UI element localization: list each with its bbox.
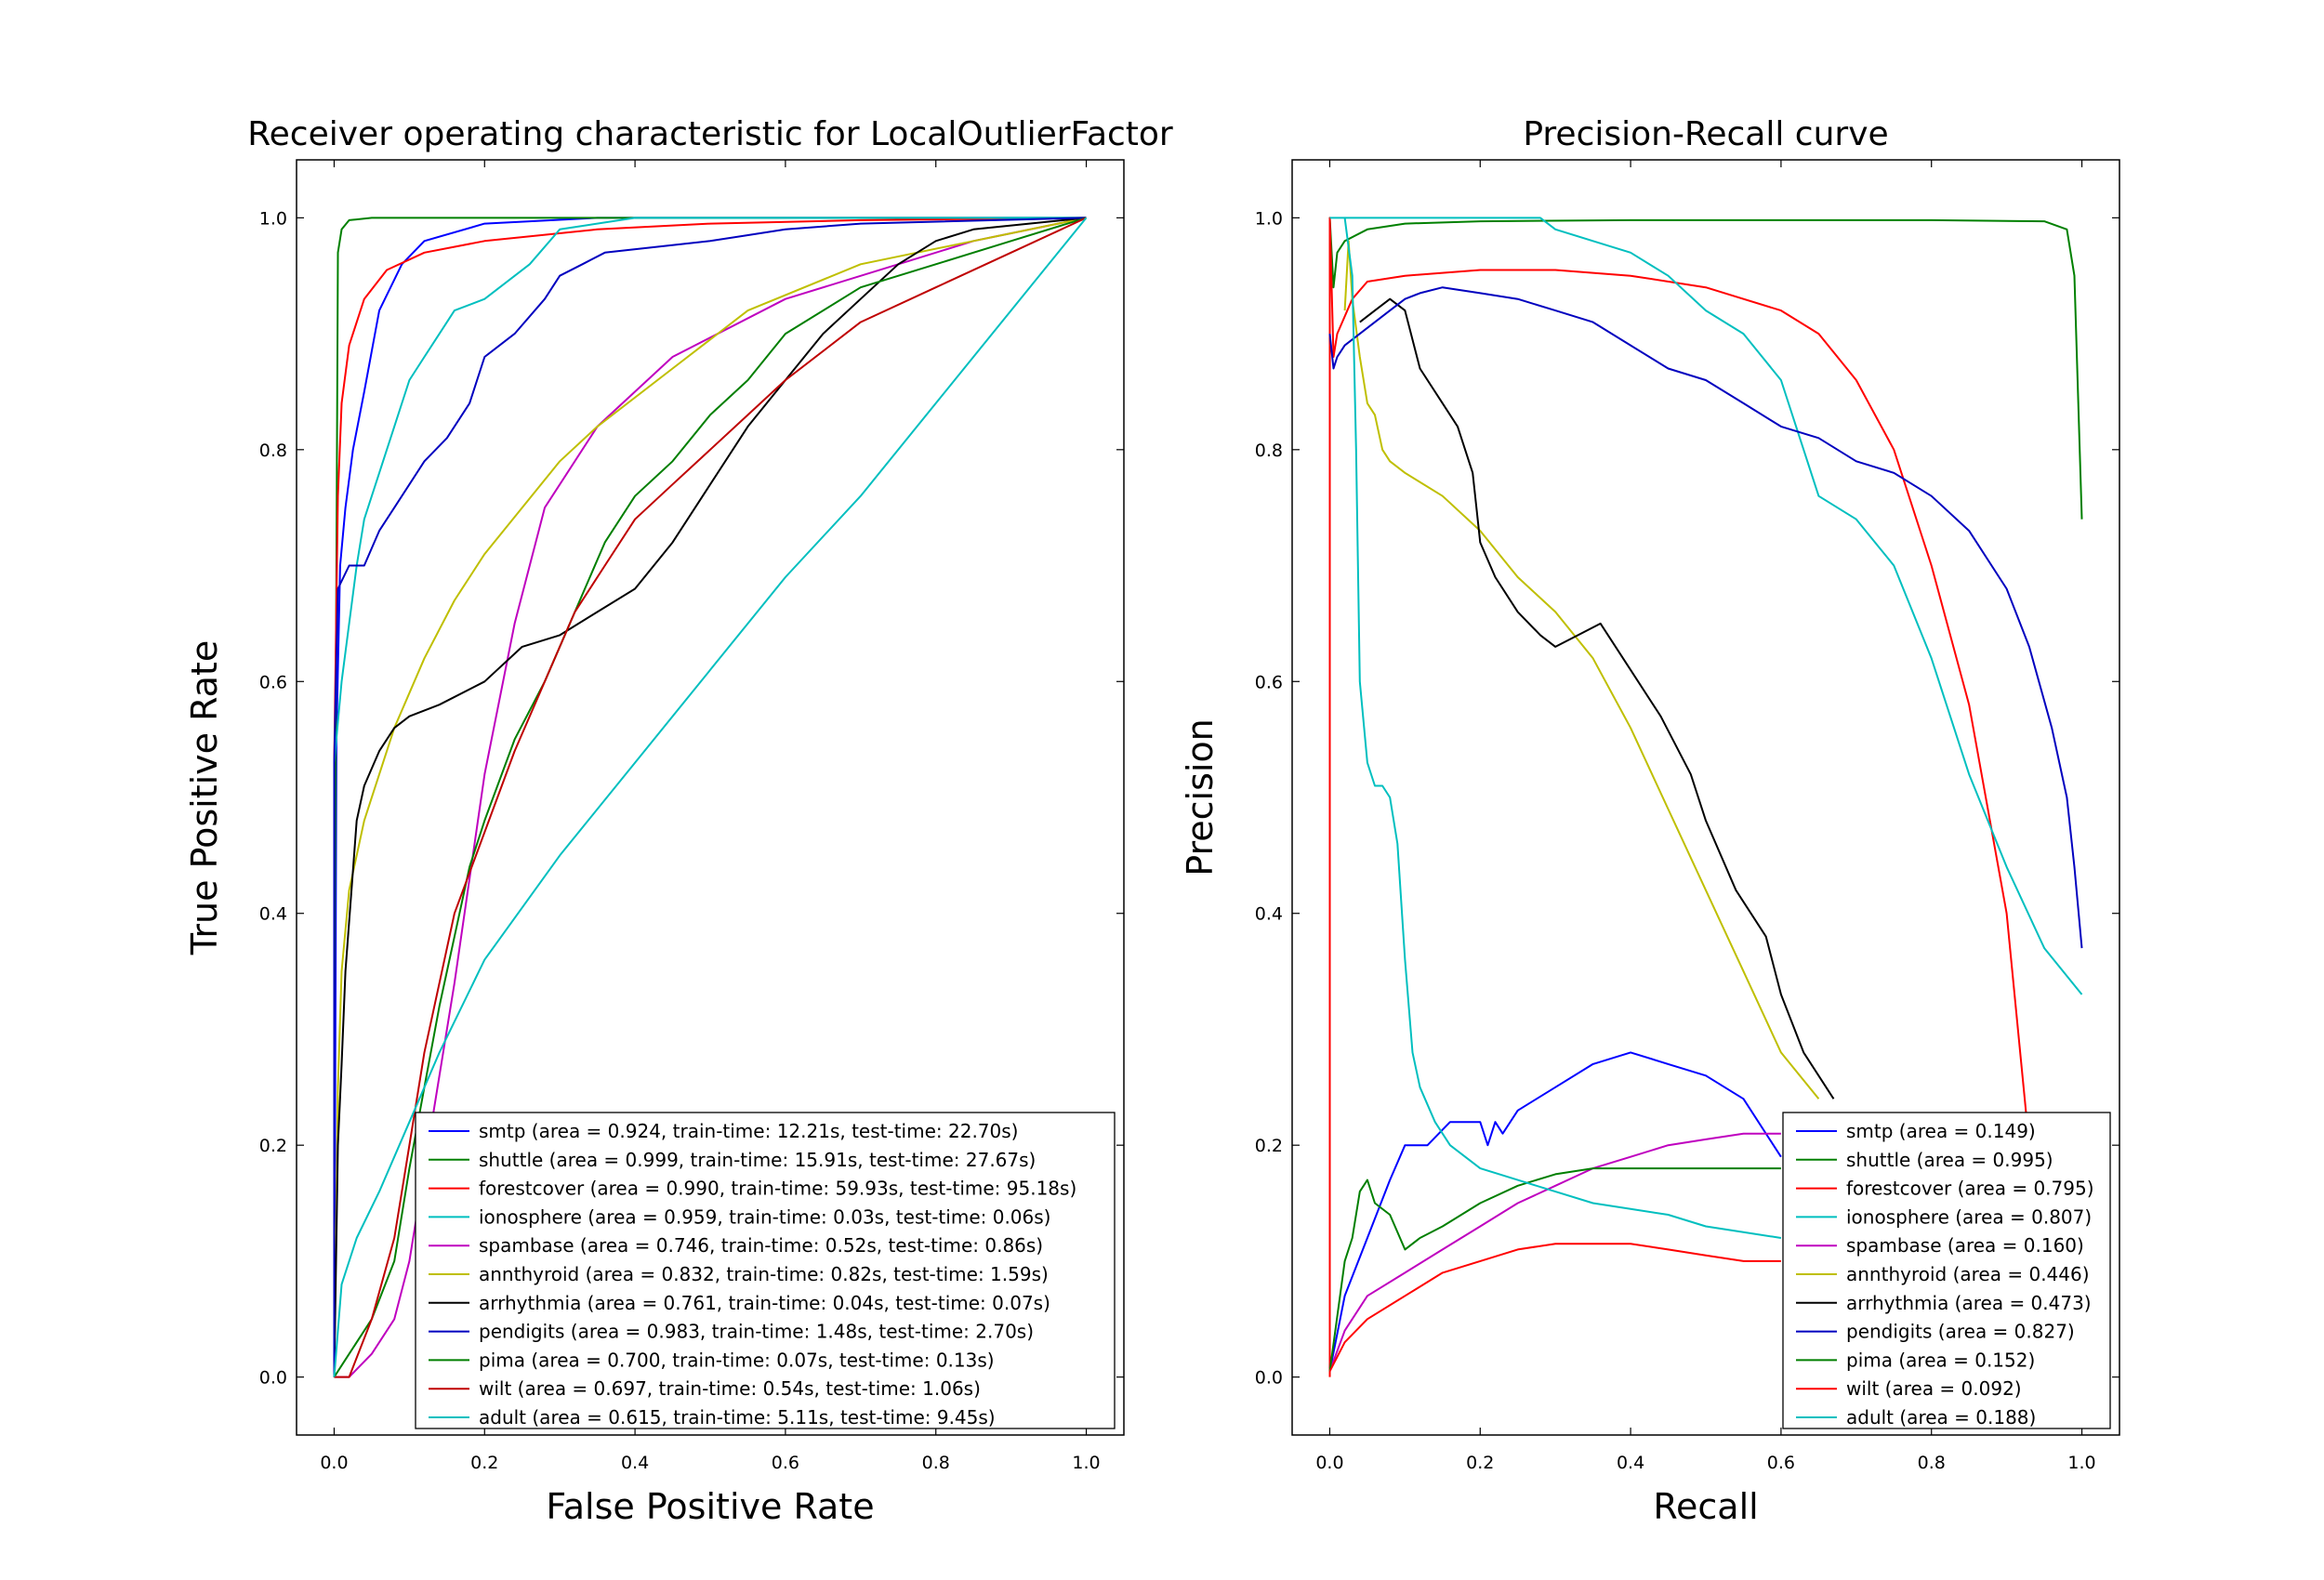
y-tick-label: 0.8	[1255, 441, 1283, 461]
legend-entry: pima (area = 0.700, train-time: 0.07s, t…	[479, 1349, 995, 1371]
series-line-pendigits	[333, 217, 1087, 1377]
series-line-spambase	[334, 217, 1087, 1378]
series-line-smtp	[1328, 1051, 1782, 1372]
legend-entry: annthyroid (area = 0.446)	[1846, 1263, 2090, 1285]
y-tick-label: 0.8	[259, 441, 287, 461]
series-group	[1328, 217, 2083, 1377]
series-line-pendigits	[1328, 286, 2083, 949]
legend-entry: spambase (area = 0.160)	[1846, 1234, 2084, 1257]
legend-box	[415, 1112, 1116, 1429]
y-tick-label: 1.0	[259, 208, 287, 229]
y-tick-label: 0.6	[1255, 672, 1283, 692]
series-line-annthyroid	[1343, 240, 1820, 1099]
roc-panel: 0.0 0.0 0.2 0.2 0.4 0.4 0.6 0.6 0.8 0.8 1.0 1.0 Rece…	[184, 115, 1173, 1527]
series-line-forestcover	[333, 217, 1087, 1377]
x-tick-label: 1.0	[2067, 1453, 2095, 1473]
series-line-arrhythmia	[1359, 297, 1835, 1099]
y-tick-label: 0.2	[259, 1136, 287, 1156]
axes-frame	[1291, 159, 2120, 1436]
y-tick-label: 0.6	[259, 672, 287, 692]
series-line-ionosphere	[1329, 217, 2083, 995]
x-tick-label: 0.4	[1617, 1453, 1644, 1473]
legend-entry: ionosphere (area = 0.807)	[1846, 1205, 2092, 1228]
series-group	[333, 217, 1088, 1378]
legend-entry: arrhythmia (area = 0.473)	[1846, 1292, 2092, 1314]
series-line-adult	[1343, 217, 1782, 1239]
legend-entry: ionosphere (area = 0.959, train-time: 0.…	[479, 1205, 1050, 1228]
legend-entry: spambase (area = 0.746, train-time: 0.52…	[479, 1234, 1043, 1257]
legend-entry: forestcover (area = 0.795)	[1846, 1178, 2094, 1200]
legend-entry: shuttle (area = 0.999, train-time: 15.91…	[479, 1149, 1036, 1171]
chart-title: Receiver operating characteristic for Lo…	[247, 115, 1173, 153]
y-axis-label: Precision	[1180, 718, 1221, 876]
legend-entry: wilt (area = 0.697, train-time: 0.54s, t…	[479, 1377, 981, 1400]
series-line-forestcover	[1328, 217, 2030, 1377]
x-tick-label: 0.8	[1918, 1453, 1946, 1473]
series-line-wilt	[1328, 1243, 1781, 1372]
legend-entry: shuttle (area = 0.995)	[1846, 1149, 2053, 1171]
x-tick-label: 0.6	[772, 1453, 799, 1473]
legend-entry: arrhythmia (area = 0.761, train-time: 0.…	[479, 1292, 1050, 1314]
series-line-arrhythmia	[333, 217, 1087, 1377]
y-tick-label: 1.0	[1255, 208, 1283, 229]
x-axis-label: Recall	[1653, 1486, 1758, 1527]
legend-entry: pendigits (area = 0.983, train-time: 1.4…	[479, 1321, 1034, 1343]
legend-box	[1782, 1112, 2111, 1429]
x-tick-label: 0.0	[320, 1453, 348, 1473]
x-tick-label: 0.0	[1315, 1453, 1343, 1473]
y-tick-label: 0.2	[1255, 1136, 1283, 1156]
x-axis-label: False Positive Rate	[546, 1486, 874, 1527]
legend-entry: pendigits (area = 0.827)	[1846, 1321, 2075, 1343]
legend-entry: forestcover (area = 0.990, train-time: 5…	[479, 1178, 1076, 1200]
series-line-spambase	[1328, 1132, 1781, 1372]
series-line-ionosphere	[333, 217, 1087, 1377]
series-line-pima	[1328, 1167, 1781, 1372]
axes-frame	[296, 159, 1125, 1436]
chart-title: Precision-Recall curve	[1523, 115, 1888, 153]
legend: smtp (area = 0.924, train-time: 12.21s, …	[415, 1112, 1116, 1429]
legend-entry: adult (area = 0.615, train-time: 5.11s, …	[479, 1406, 996, 1429]
legend-entry: adult (area = 0.188)	[1846, 1406, 2036, 1429]
legend: smtp (area = 0.149) shuttle (area = 0.995…	[1782, 1112, 2111, 1429]
y-tick-label: 0.0	[1255, 1368, 1283, 1389]
legend-entry: smtp (area = 0.924, train-time: 12.21s, …	[479, 1120, 1018, 1142]
legend-entry: annthyroid (area = 0.832, train-time: 0.…	[479, 1263, 1049, 1285]
y-tick-label: 0.4	[259, 904, 287, 925]
series-line-adult	[333, 217, 1088, 1377]
y-axis-label: True Positive Rate	[184, 640, 225, 956]
x-tick-label: 0.6	[1767, 1453, 1795, 1473]
series-line-shuttle	[1328, 217, 2083, 1146]
precision-recall-panel: 0.0 0.0 0.2 0.2 0.4 0.4 0.6 0.6 0.8 0.8 1.0 1.0 Prec…	[1180, 115, 2120, 1527]
x-tick-label: 1.0	[1072, 1453, 1100, 1473]
legend-entry: smtp (area = 0.149)	[1846, 1120, 2036, 1142]
y-tick-label: 0.4	[1255, 904, 1283, 925]
series-line-annthyroid	[333, 217, 1087, 1377]
x-tick-label: 0.8	[922, 1453, 950, 1473]
x-tick-label: 0.2	[470, 1453, 498, 1473]
y-tick-label: 0.0	[259, 1368, 287, 1389]
x-tick-label: 0.2	[1466, 1453, 1494, 1473]
legend-entry: pima (area = 0.152)	[1846, 1349, 2035, 1371]
legend-entry: wilt (area = 0.092)	[1846, 1377, 2022, 1400]
series-line-wilt	[334, 217, 1087, 1378]
x-tick-label: 0.4	[621, 1453, 649, 1473]
